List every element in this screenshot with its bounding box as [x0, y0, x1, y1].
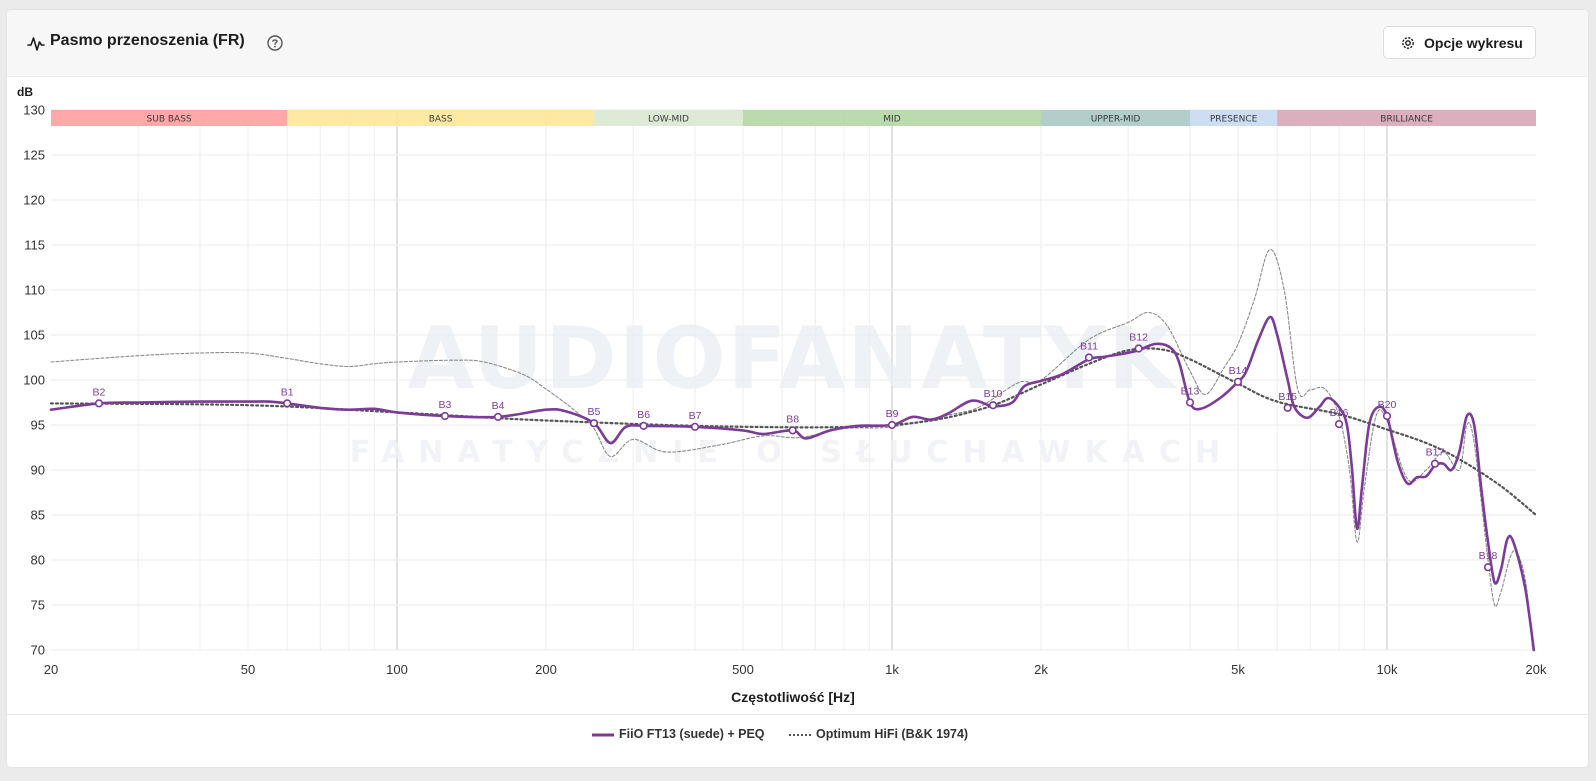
legend-label: Optimum HiFi (B&K 1974): [816, 727, 969, 741]
peq-marker: [1334, 420, 1344, 429]
band-label: BASS: [429, 115, 453, 125]
y-tick-label: 125: [23, 148, 45, 163]
x-tick-label: 1k: [885, 662, 899, 677]
peq-marker-label: B4: [492, 400, 505, 412]
peq-marker: [1430, 459, 1440, 468]
y-tick-label: 85: [31, 508, 45, 523]
x-axis-title: Częstotliwość [Hz]: [731, 689, 855, 705]
watermark-main: AUDIOFANATYK: [407, 309, 1177, 409]
peq-marker-label: B15: [1278, 391, 1297, 403]
series-line-raw-measurement: [50, 248, 1534, 651]
band-brilliance: [1277, 110, 1536, 126]
activity-icon: [27, 37, 45, 51]
y-tick-label: 100: [23, 373, 45, 388]
peq-marker: [639, 421, 648, 431]
peq-marker: [1084, 353, 1094, 362]
band-presence: [1190, 110, 1278, 126]
y-tick-label: 105: [23, 328, 45, 343]
band-low-mid: [593, 110, 743, 126]
peq-marker: [1233, 377, 1243, 386]
peq-marker-label: B14: [1229, 365, 1248, 377]
watermark-sub: FANATYCZNIE O SŁUCHAWKACH: [350, 435, 1234, 470]
peq-marker: [1185, 398, 1195, 407]
peq-marker-label: B8: [786, 413, 799, 425]
peq-marker-label: B13: [1181, 386, 1200, 398]
y-axis-title: dB: [17, 85, 33, 99]
band-mid: [742, 110, 1041, 126]
band-label: LOW-MID: [648, 115, 689, 125]
peq-marker: [788, 426, 797, 435]
card-header: Pasmo przenoszenia (FR) Opcje wykresu: [7, 10, 1588, 77]
x-tick-label: 500: [732, 662, 754, 677]
y-tick-label: 75: [31, 598, 45, 613]
chart-title: Pasmo przenoszenia (FR): [50, 32, 245, 49]
x-tick-label: 50: [241, 662, 255, 677]
band-label: SUB BASS: [147, 115, 192, 125]
peq-marker: [887, 420, 897, 430]
band-label: PRESENCE: [1210, 115, 1258, 125]
peq-marker: [1382, 411, 1392, 421]
y-tick-label: 95: [31, 418, 45, 433]
peq-marker-label: B9: [886, 408, 899, 420]
peq-marker-label: B3: [439, 399, 452, 411]
peq-marker-label: B5: [588, 406, 601, 418]
y-tick-label: 115: [24, 238, 45, 253]
peq-marker: [589, 419, 599, 428]
legend-swatch-dotted: [789, 734, 811, 736]
peq-marker-label: B17: [1426, 447, 1445, 459]
peq-marker-label: B2: [93, 386, 106, 398]
x-tick-label: 20: [44, 662, 58, 677]
peq-marker-label: B16: [1330, 407, 1349, 419]
x-tick-label: 10k: [1377, 662, 1398, 677]
peq-marker: [1483, 563, 1493, 572]
legend-swatch-solid: [592, 733, 614, 737]
fr-chart: AUDIOFANATYK FANATYCZNIE O SŁUCHAWKACH S…: [17, 85, 1547, 705]
y-tick-label: 110: [24, 283, 45, 298]
watermark: AUDIOFANATYK FANATYCZNIE O SŁUCHAWKACH: [350, 309, 1234, 470]
gear-icon: [1402, 37, 1414, 49]
y-tick-label: 80: [31, 553, 45, 568]
peq-marker-label: B11: [1080, 341, 1098, 353]
band-upper-mid: [1041, 110, 1191, 126]
peq-marker-label: B6: [637, 409, 650, 421]
x-tick-label: 20k: [1526, 662, 1547, 677]
peq-marker: [440, 411, 450, 421]
peq-marker: [988, 401, 998, 410]
peq-marker-label: B1: [281, 386, 294, 398]
band-label: BRILLIANCE: [1380, 115, 1433, 125]
peq-marker: [283, 399, 292, 408]
peq-marker-label: B20: [1378, 399, 1397, 411]
peq-marker: [1134, 344, 1143, 353]
x-tick-label: 100: [386, 662, 408, 677]
legend-divider: [7, 714, 1588, 715]
x-tick-label: 2k: [1034, 662, 1048, 677]
chart-options-label: Opcje wykresu: [1424, 35, 1523, 51]
peq-marker: [493, 412, 503, 422]
peq-marker: [1283, 403, 1292, 413]
y-tick-label: 130: [23, 103, 45, 118]
peq-marker-label: B18: [1479, 550, 1498, 562]
series-line-fiio: [49, 315, 1536, 652]
fr-chart-card: Pasmo przenoszenia (FR) Opcje wykresu AU…: [7, 10, 1588, 767]
legend-label: FiiO FT13 (suede) + PEQ: [619, 727, 765, 741]
band-sub-bass: [51, 110, 288, 126]
peq-marker: [690, 422, 700, 431]
x-tick-label: 5k: [1231, 662, 1245, 677]
y-tick-label: 90: [31, 463, 45, 478]
help-icon[interactable]: [266, 34, 284, 52]
peq-marker-label: B12: [1129, 332, 1148, 344]
band-label: UPPER-MID: [1091, 115, 1141, 125]
y-tick-label: 70: [31, 643, 45, 658]
legend: FiiO FT13 (suede) + PEQ Optimum HiFi (B&…: [7, 726, 1588, 746]
chart-options-button[interactable]: Opcje wykresu: [1383, 26, 1536, 59]
y-tick-label: 120: [23, 193, 45, 208]
peq-marker-label: B10: [984, 388, 1003, 400]
peq-marker: [94, 399, 104, 408]
band-label: MID: [883, 115, 900, 125]
x-tick-label: 200: [535, 662, 557, 677]
band-bass: [287, 110, 594, 126]
peq-marker-label: B7: [689, 410, 702, 422]
